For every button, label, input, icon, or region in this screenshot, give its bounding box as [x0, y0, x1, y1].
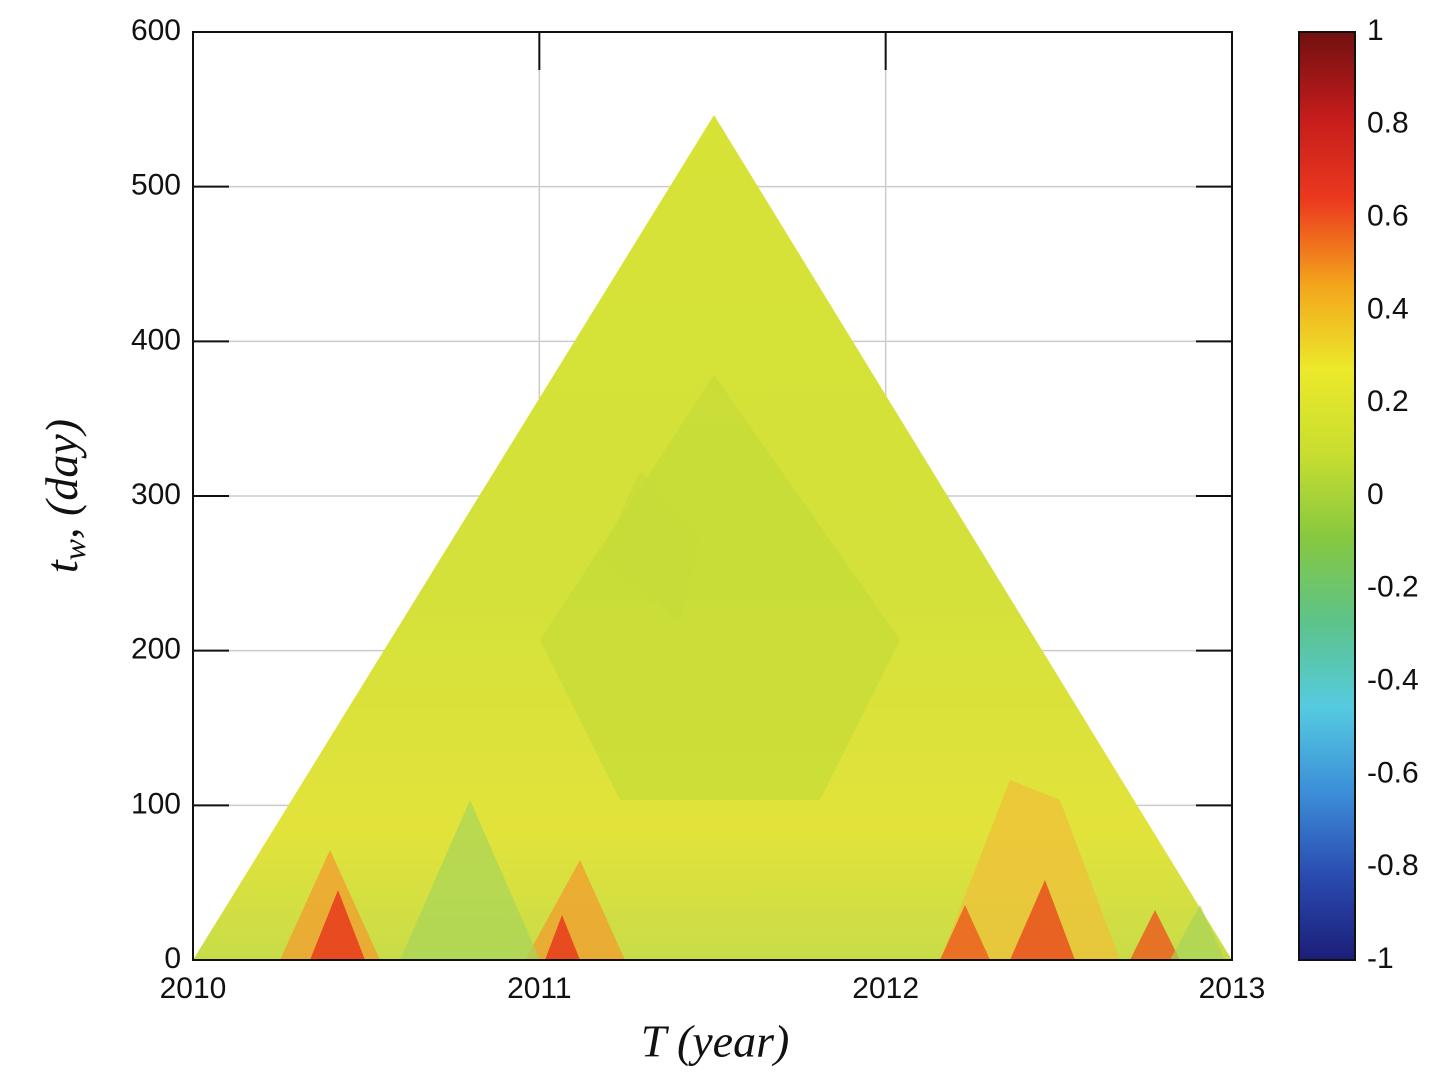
y-tick-label: 200: [131, 633, 181, 666]
heatmap-patch: [940, 905, 990, 960]
y-tick-label: 0: [164, 942, 181, 975]
colorbar-tick-label: 0: [1367, 478, 1384, 511]
colorbar-tick-label: 1: [1367, 14, 1384, 47]
heatmap: [193, 115, 1232, 960]
colorbar-tick-label: 0.8: [1367, 107, 1409, 140]
heatmap-patch: [280, 850, 380, 960]
x-axis-label: T (year): [641, 1016, 790, 1067]
y-axis-label: tw, (day): [36, 419, 93, 573]
heatmap-patch: [525, 860, 625, 960]
heatmap-patch: [310, 890, 365, 960]
heatmap-patch: [545, 915, 580, 960]
heatmap-patch: [400, 800, 540, 960]
axes: 2010 2011 2012 2013 0 100 200 300 400 500 600 -1 -0.…: [131, 14, 1419, 1005]
heatmap-patch: [940, 780, 1120, 960]
y-label-rest: , (day): [36, 419, 87, 539]
x-tick-label: 2010: [160, 972, 227, 1005]
heatmap-patch: [1130, 910, 1180, 960]
heatmap-patch: [1010, 880, 1075, 960]
x-tick-label: 2011: [507, 972, 572, 1005]
colorbar-tick-label: -0.4: [1367, 664, 1419, 697]
y-label-sub: w: [56, 538, 92, 560]
colorbar-tick-label: -1: [1367, 942, 1394, 975]
heatmap-patch: [1170, 905, 1225, 960]
colorbar: [1298, 31, 1356, 961]
y-tick-label: 100: [131, 787, 181, 820]
y-label-main: t: [36, 559, 87, 573]
colorbar-tick-label: -0.8: [1367, 849, 1419, 882]
y-tick-label: 400: [131, 323, 181, 356]
colorbar-tick-label: 0.6: [1367, 200, 1409, 233]
colorbar-tick-label: 0.2: [1367, 385, 1409, 418]
colorbar-tick-label: 0.4: [1367, 292, 1409, 325]
colorbar-tick-label: -0.2: [1367, 571, 1419, 604]
y-tick-label: 600: [131, 14, 181, 47]
heatmap-patch: [540, 375, 900, 800]
heatmap-patch: [600, 470, 700, 620]
x-tick-label: 2013: [1199, 972, 1266, 1005]
colorbar-tick-label: -0.6: [1367, 756, 1419, 789]
y-tick-label: 300: [131, 478, 181, 511]
x-tick-label: 2012: [852, 972, 919, 1005]
y-tick-label: 500: [131, 169, 181, 202]
